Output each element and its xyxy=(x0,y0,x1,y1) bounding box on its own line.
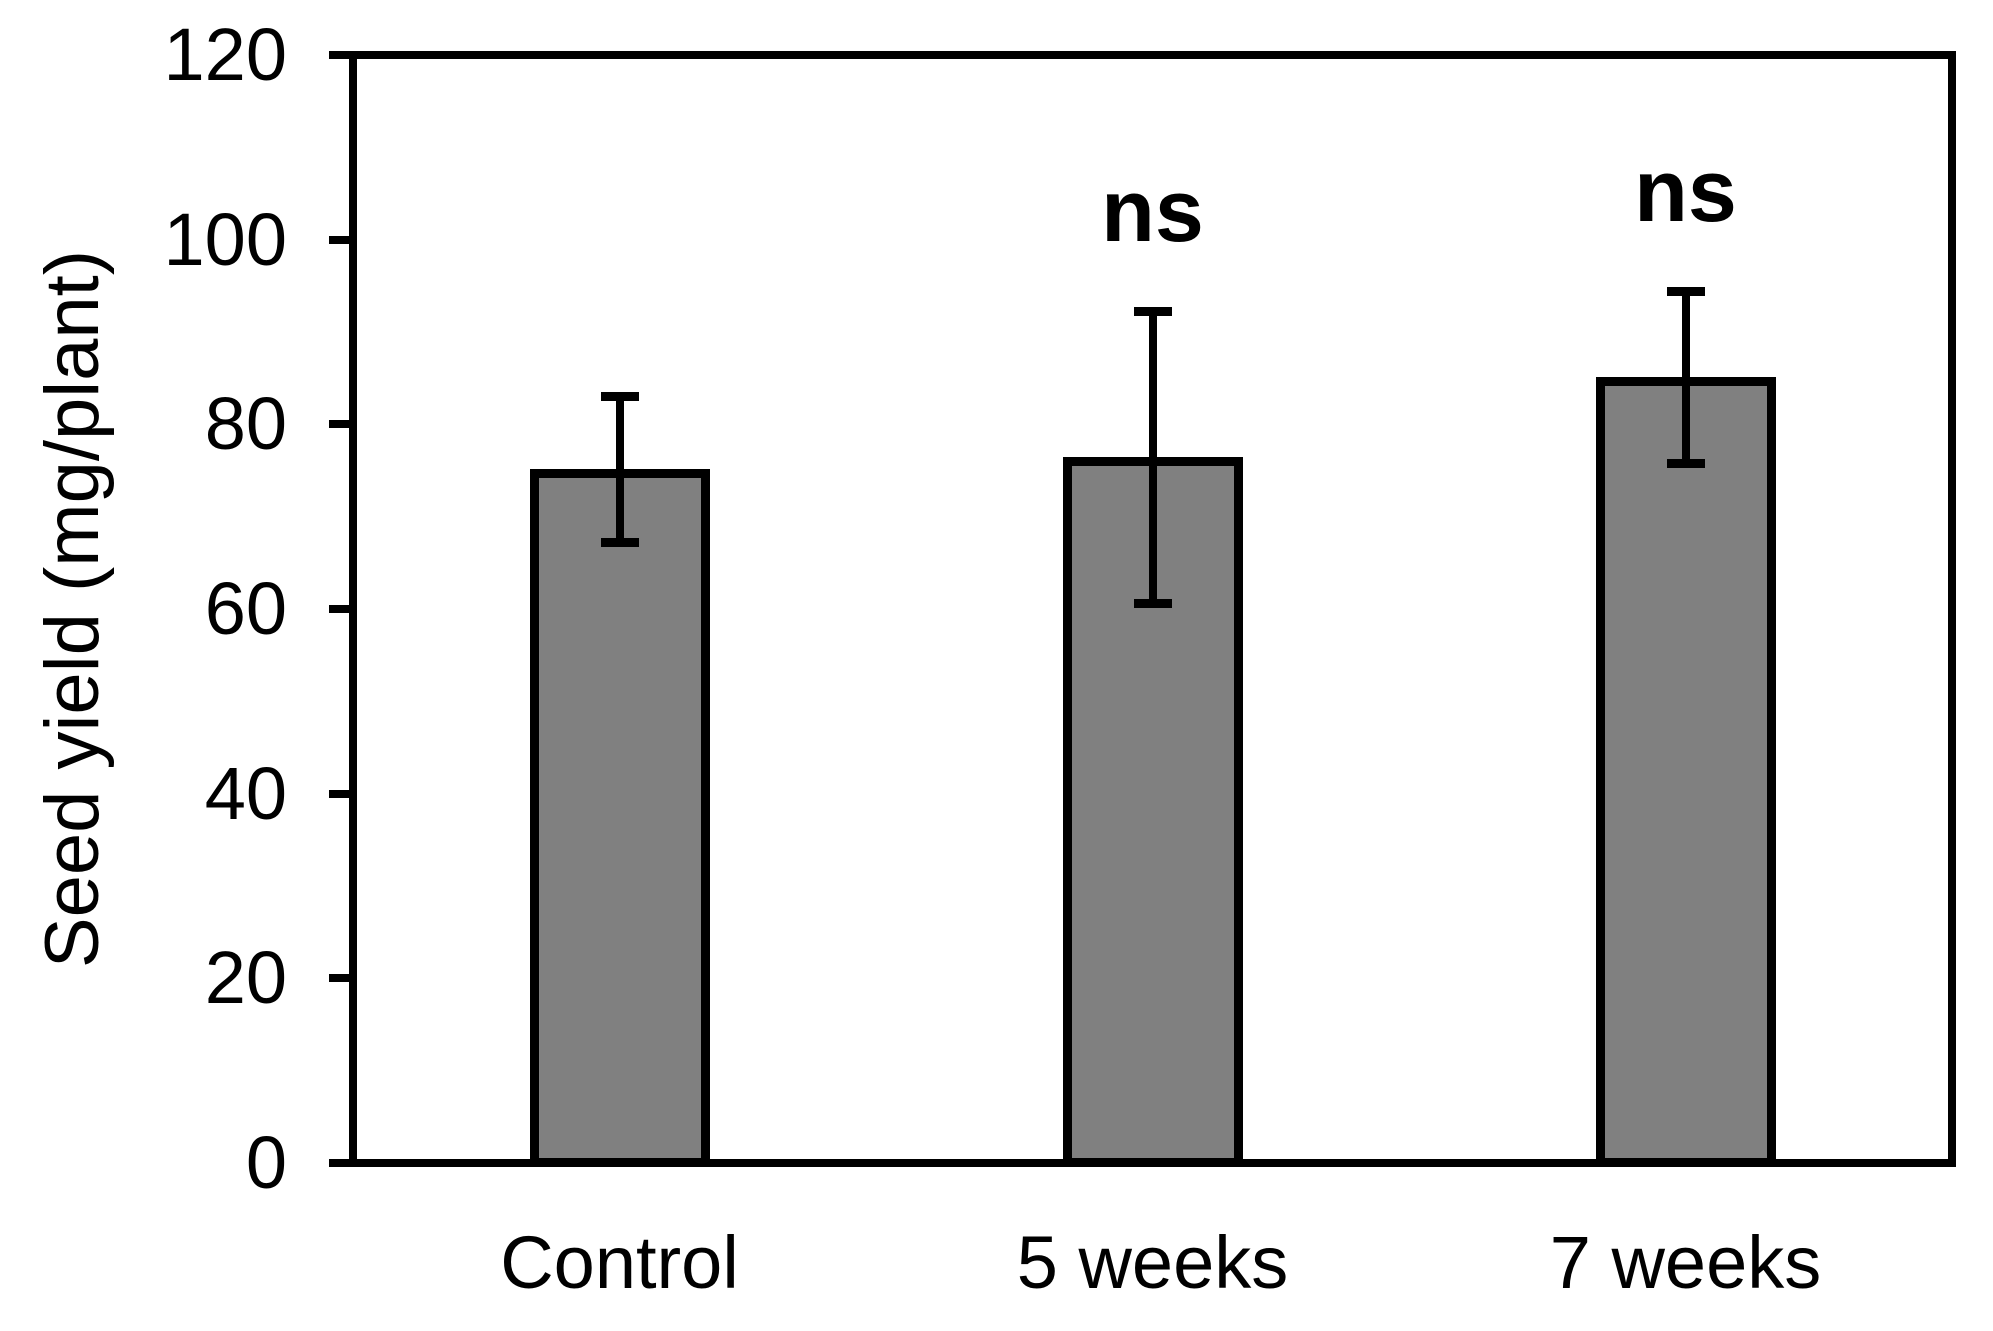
x-category-label: 5 weeks xyxy=(1016,1221,1289,1304)
y-tick xyxy=(329,235,357,244)
y-tick-label: 0 xyxy=(245,1121,287,1204)
y-tick xyxy=(329,974,357,983)
y-tick-label: 120 xyxy=(163,13,287,96)
y-tick xyxy=(329,789,357,798)
bar xyxy=(529,468,710,1167)
ns-annotation: ns xyxy=(1101,160,1204,260)
error-bar-line xyxy=(1148,310,1157,603)
bar xyxy=(1595,377,1776,1167)
y-tick-label: 40 xyxy=(204,751,287,835)
error-bar-cap-bottom xyxy=(1133,598,1172,608)
y-tick xyxy=(329,605,357,613)
error-bar-cap-top xyxy=(600,391,639,401)
y-tick xyxy=(329,420,357,429)
y-tick-label: 20 xyxy=(204,936,287,1020)
y-tick xyxy=(329,51,357,59)
error-bar-line xyxy=(1681,291,1690,464)
error-bar-cap-top xyxy=(1133,306,1172,316)
x-category-label: Control xyxy=(500,1221,739,1304)
x-category-label: 7 weeks xyxy=(1549,1221,1822,1304)
y-tick xyxy=(329,1159,357,1167)
error-bar-cap-bottom xyxy=(1666,459,1705,469)
error-bar-cap-bottom xyxy=(600,537,639,547)
error-bar-cap-top xyxy=(1666,287,1705,297)
ns-annotation: ns xyxy=(1634,141,1737,241)
y-tick-label: 60 xyxy=(204,567,287,650)
error-bar-line xyxy=(615,395,624,542)
y-tick-label: 80 xyxy=(204,382,287,466)
y-tick-label: 100 xyxy=(163,197,287,281)
